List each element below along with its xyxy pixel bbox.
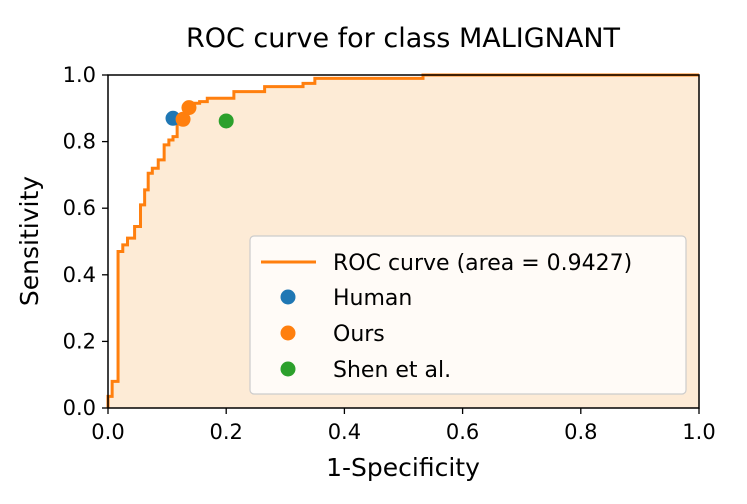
y-axis-label: Sensitivity [15, 176, 44, 306]
legend-roc-label: ROC curve (area = 0.9427) [333, 251, 632, 276]
axes-spines [107, 74, 700, 409]
y-tick-label: 0.8 [63, 130, 96, 154]
legend-shen-label: Shen et al. [333, 358, 451, 383]
x-tick-label: 0.8 [564, 420, 597, 444]
legend-box [249, 235, 687, 395]
y-tick-label: 0.6 [63, 196, 96, 220]
x-tick-label: 0.4 [328, 420, 361, 444]
shen-point [218, 113, 234, 129]
y-tick-label: 0.0 [63, 396, 96, 420]
x-tick-label: 0.2 [209, 420, 242, 444]
x-tick-label: 1.0 [682, 420, 715, 444]
y-tick-label: 1.0 [63, 63, 96, 87]
legend-ours-marker [280, 325, 296, 341]
legend-ours-label: Ours [333, 322, 385, 347]
x-axis-label: 1-Specificity [326, 453, 480, 482]
legend-human-label: Human [333, 286, 412, 311]
roc-curve-line [106, 73, 699, 408]
chart-title: ROC curve for class MALIGNANT [186, 23, 621, 54]
ours-point [175, 111, 191, 127]
ours-point [181, 100, 197, 116]
axis-ticks: 0.0 0.2 0.4 0.6 0.8 1.0 0.0 0.2 0.4 0.6 0.8 1.0 [63, 63, 716, 444]
y-tick-label: 0.2 [63, 329, 96, 353]
y-tick-label: 0.4 [63, 263, 96, 287]
legend-shen-marker [280, 361, 296, 377]
legend: ROC curve (area = 0.9427) Human Ours She… [249, 235, 687, 395]
legend-human-marker [280, 289, 296, 305]
x-tick-label: 0.6 [446, 420, 479, 444]
x-tick-label: 0.0 [91, 420, 124, 444]
axes-frame [107, 74, 700, 409]
